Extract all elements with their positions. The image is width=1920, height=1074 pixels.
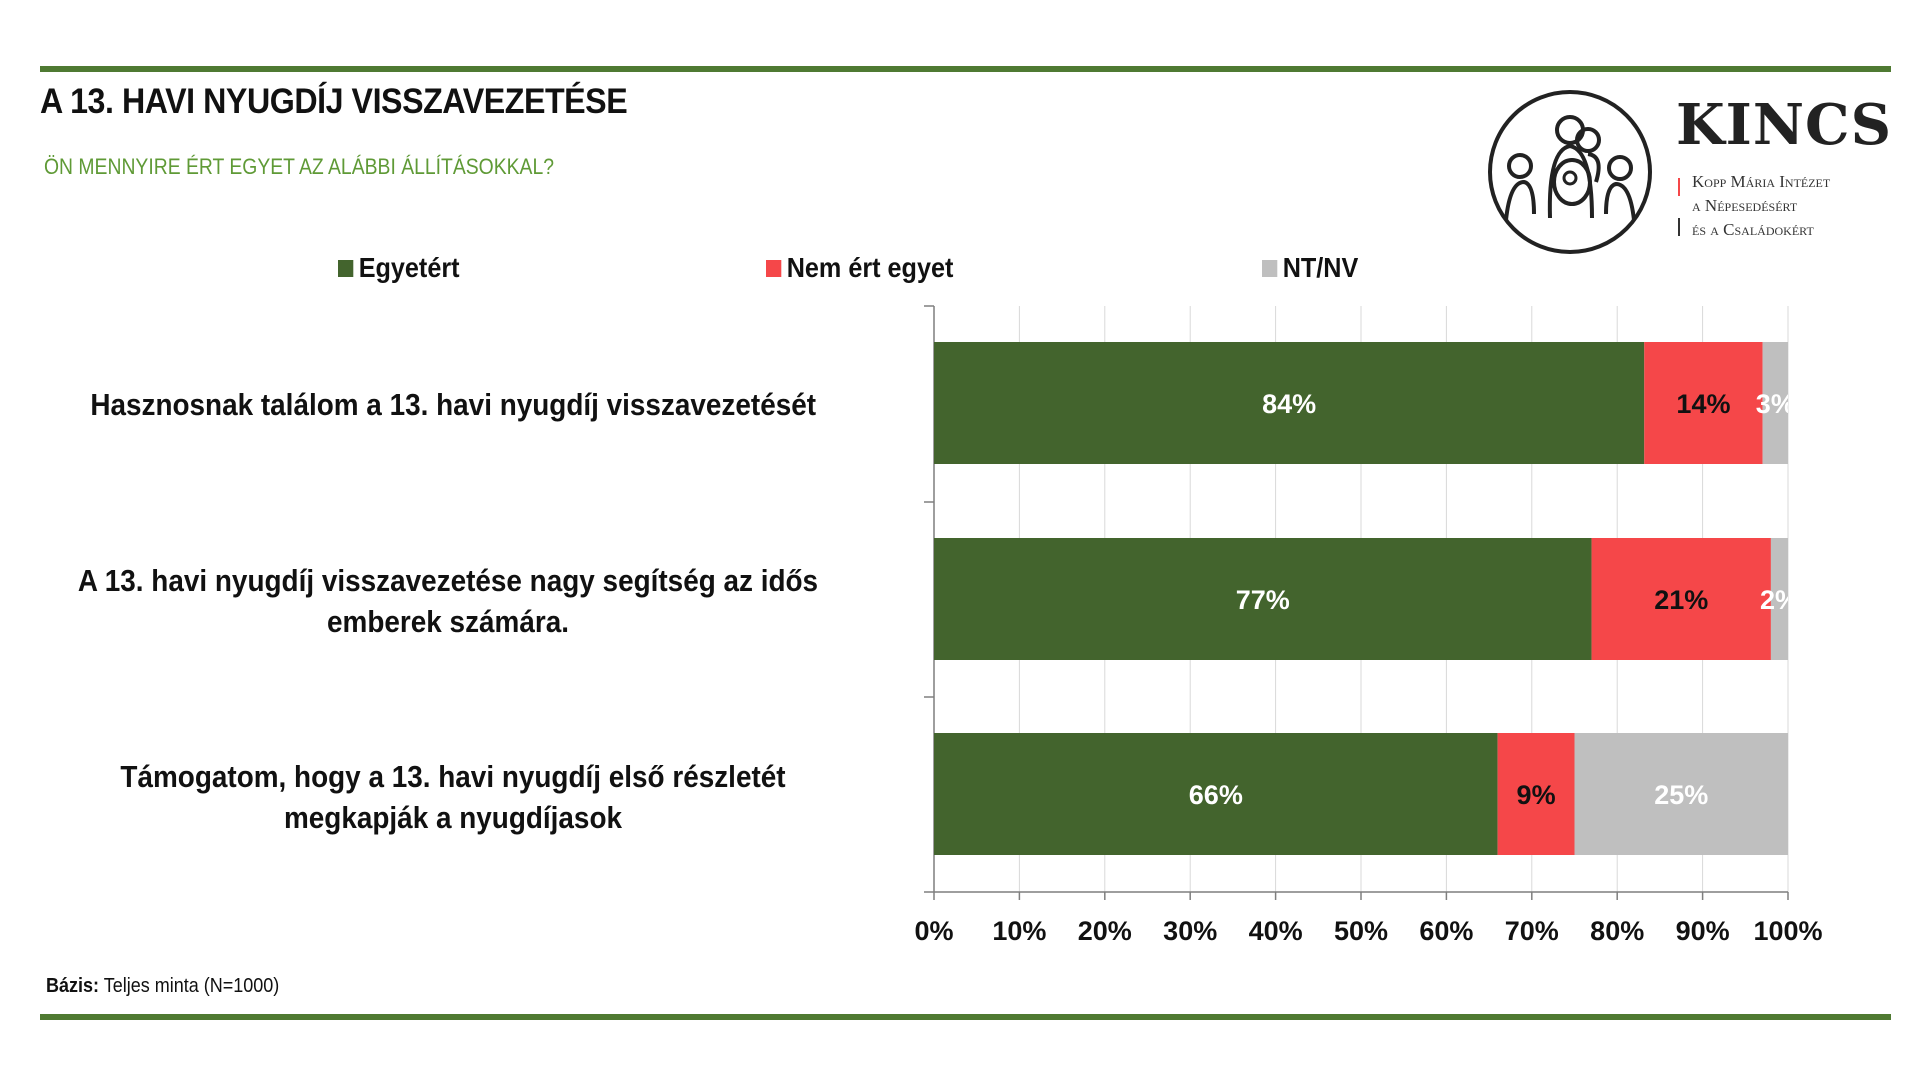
logo-title: KINCS [1676,92,1893,158]
x-tick-label: 90% [1676,916,1730,946]
x-tick-label: 10% [992,916,1046,946]
bar-segment [1770,538,1788,660]
x-tick-label: 80% [1590,916,1644,946]
bar-segment [1644,342,1763,464]
bar-segment [1497,733,1575,855]
logo-accent-bar [1678,178,1680,196]
legend-label: Egyetért [358,252,460,283]
kincs-logo: KINCS Kopp Mária Intézet a Népesedésért … [1484,86,1894,258]
bar-segment [1591,538,1771,660]
legend-item-dk: NT/NV [1262,252,1358,284]
x-tick-label: 30% [1163,916,1217,946]
page-subtitle: ÖN MENNYIRE ÉRT EGYET AZ ALÁBBI ÁLLÍTÁSO… [44,154,555,179]
data-label: 25% [1654,780,1708,810]
footnote-label: Bázis: [46,975,100,997]
x-tick-label: 100% [1753,916,1822,946]
x-tick-label: 60% [1419,916,1473,946]
footnote: Bázis: Teljes minta (N=1000) [46,975,279,998]
footnote-text: Teljes minta (N=1000) [103,975,280,997]
x-tick-label: 40% [1249,916,1303,946]
data-label: 2% [1760,585,1799,615]
data-label: 9% [1517,780,1556,810]
x-tick-label: 70% [1505,916,1559,946]
data-label: 66% [1189,780,1243,810]
x-tick-label: 20% [1078,916,1132,946]
logo-line-2: a Népesedésért [1692,196,1798,215]
x-tick-label: 50% [1334,916,1388,946]
legend-swatch-agree [338,259,354,277]
data-label: 21% [1654,585,1708,615]
category-label-1: Hasznosnak találom a 13. havi nyugdíj vi… [90,387,816,422]
bar-segment [1574,733,1788,855]
data-label: 77% [1236,585,1290,615]
legend-item-agree: Egyetért [338,252,460,284]
legend-label: NT/NV [1282,252,1359,283]
bar-segment [934,342,1645,464]
data-label: 84% [1262,389,1316,419]
logo-line-1: Kopp Mária Intézet [1692,172,1831,191]
legend-swatch-disagree [766,259,782,277]
bar-segment [934,733,1498,855]
data-label: 3% [1756,389,1795,419]
legend-swatch-dk [1262,259,1278,277]
logo-accent-bar [1678,218,1680,236]
bar-segment [934,538,1592,660]
family-circle-icon [1488,90,1652,254]
category-label-3: Támogatom, hogy a 13. havi nyugdíj első … [120,759,786,835]
legend-label: Nem ért egyet [786,252,954,283]
top-rule [40,66,1891,72]
bar-segment [1762,342,1788,464]
category-label-2: A 13. havi nyugdíj visszavezetése nagy s… [77,563,819,639]
bottom-rule [40,1014,1891,1020]
page-title: A 13. HAVI NYUGDÍJ VISSZAVEZETÉSE [40,82,628,121]
logo-line-3: és a Családokért [1692,220,1814,239]
data-label: 14% [1676,389,1730,419]
legend-item-disagree: Nem ért egyet [766,252,953,284]
x-tick-label: 0% [914,916,953,946]
chart-legend: Egyetért Nem ért egyet NT/NV [0,252,1920,292]
